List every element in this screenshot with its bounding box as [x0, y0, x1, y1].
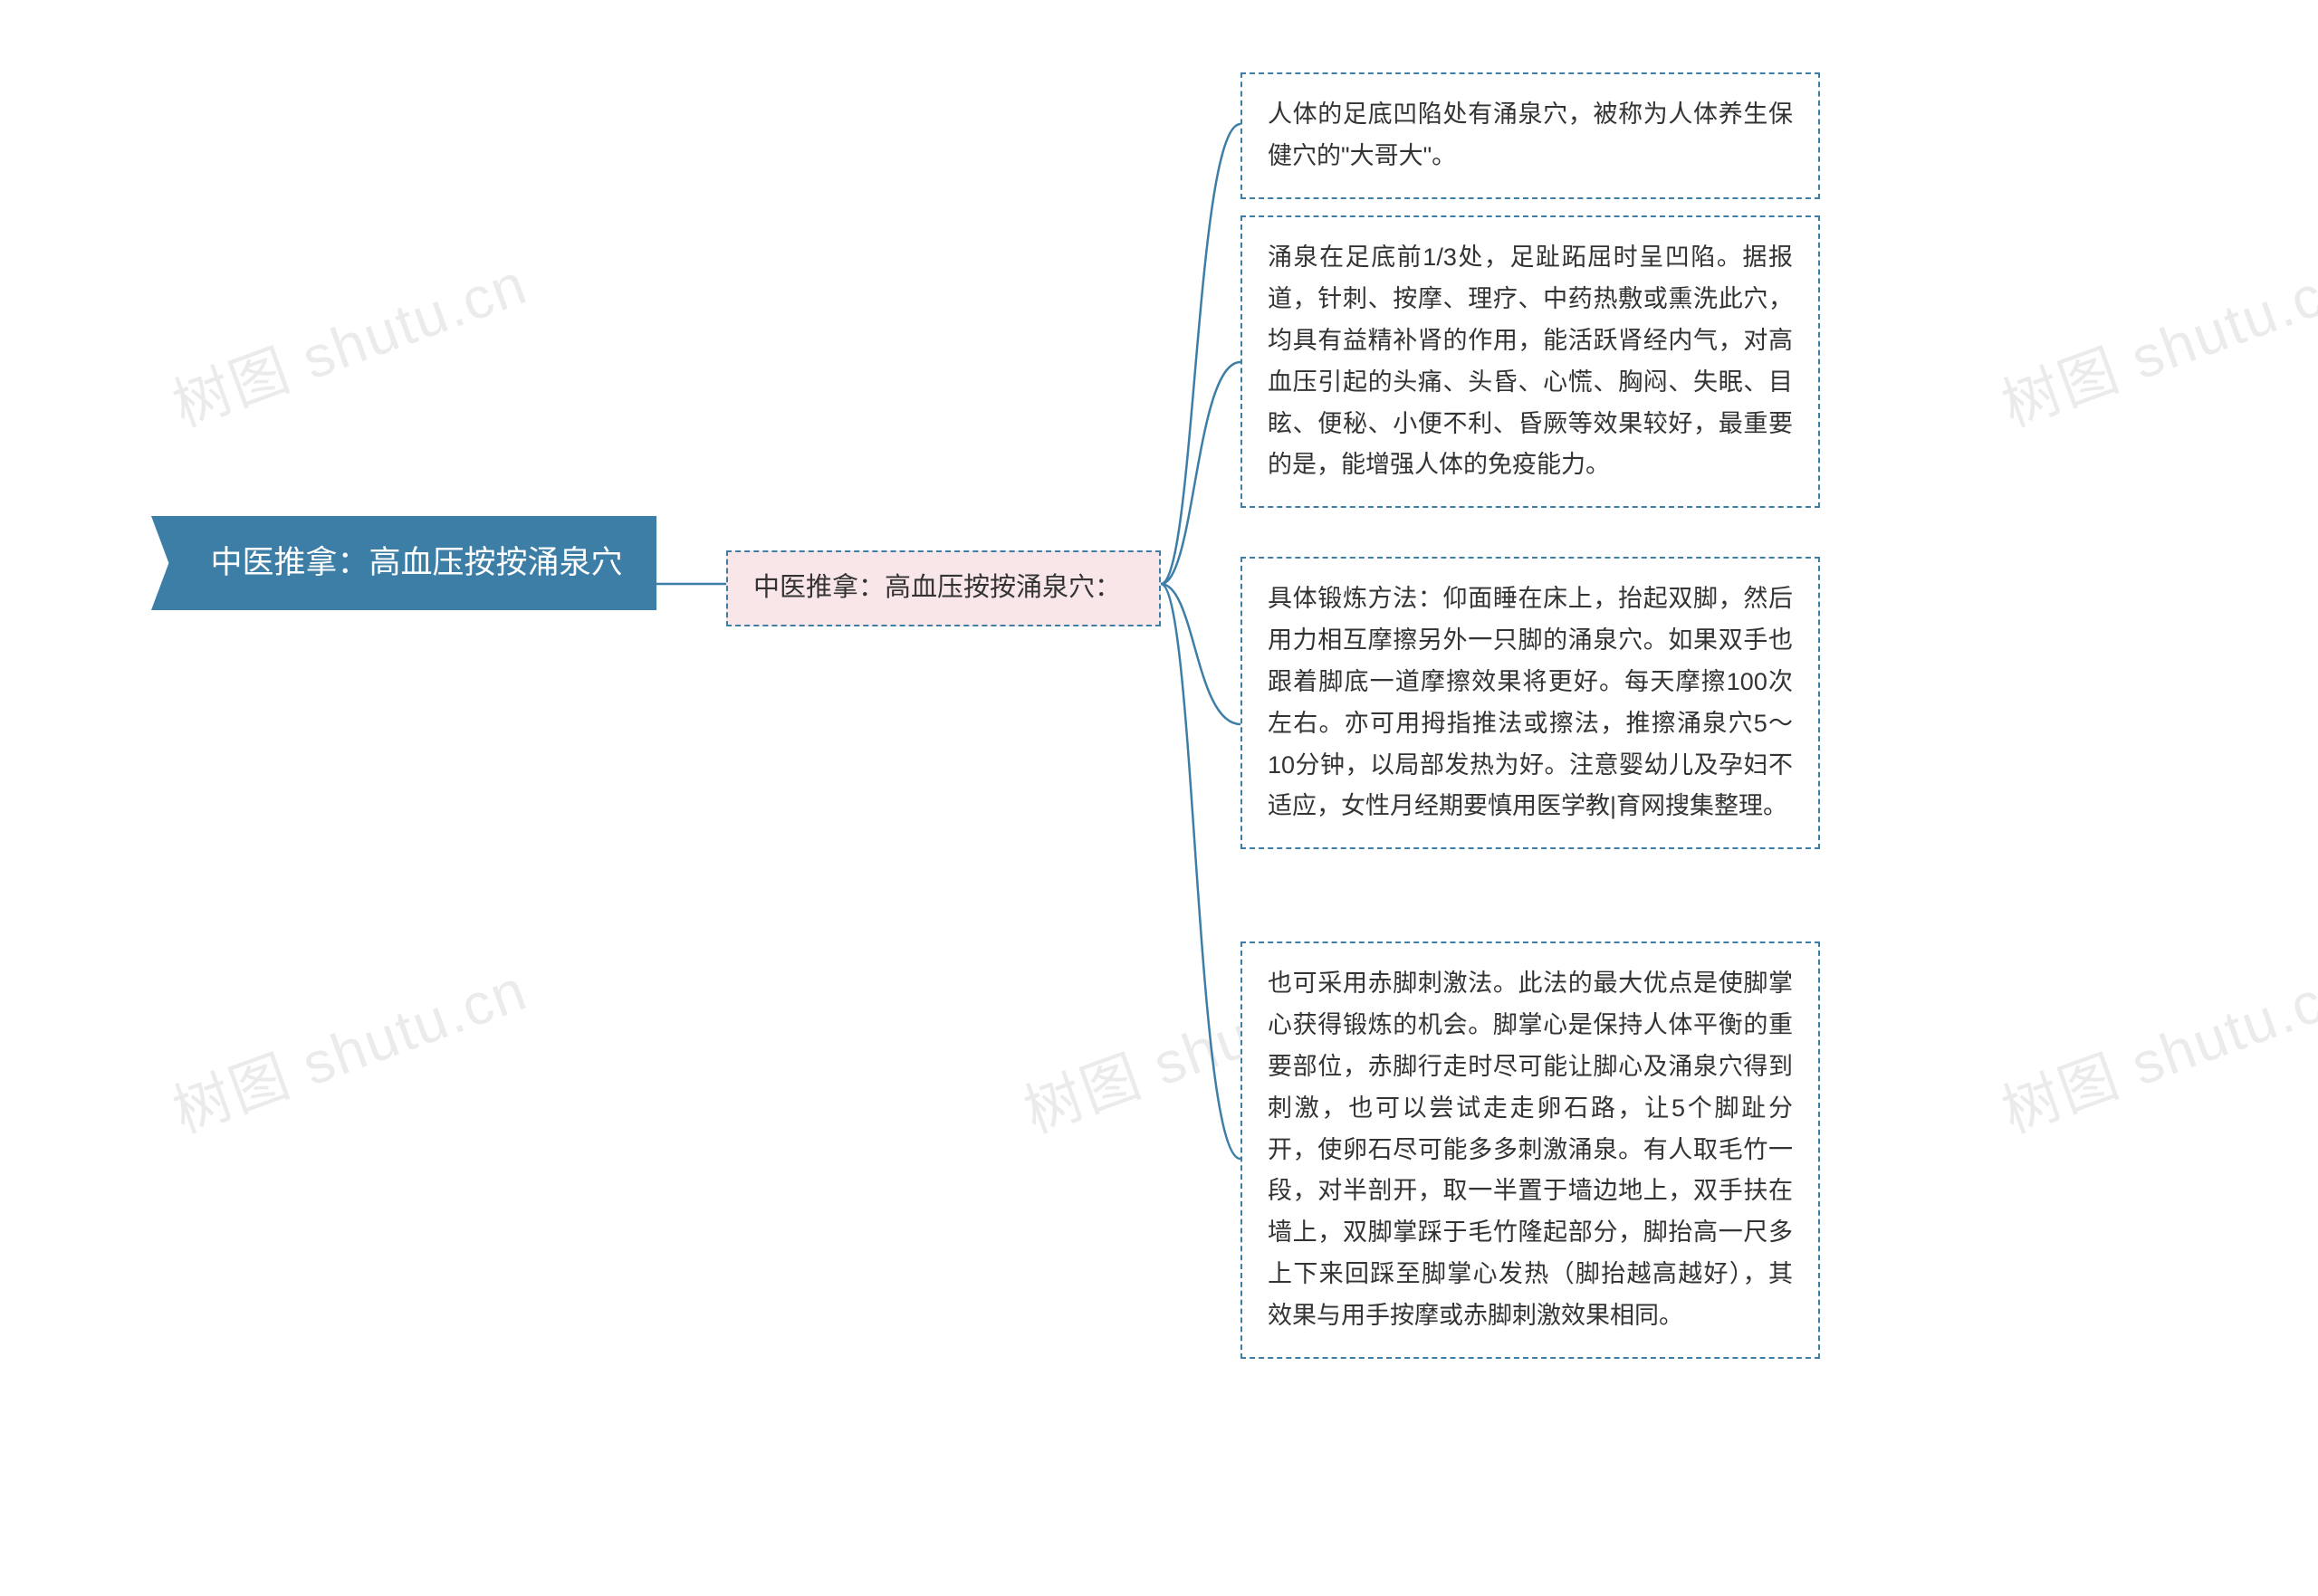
leaf-node-text: 人体的足底凹陷处有涌泉穴，被称为人体养生保健穴的"大哥大"。 — [1268, 100, 1793, 169]
leaf-node[interactable]: 也可采用赤脚刺激法。此法的最大优点是使脚掌心获得锻炼的机会。脚掌心是保持人体平衡… — [1240, 941, 1820, 1359]
leaf-node-text: 涌泉在足底前1/3处，足趾跖屈时呈凹陷。据报道，针刺、按摩、理疗、中药热敷或熏洗… — [1268, 244, 1793, 478]
sub-node-text: 中医推拿：高血压按按涌泉穴： — [753, 573, 1121, 602]
connectors — [0, 0, 2318, 1596]
watermark: 树图 shutu.cn — [1989, 944, 2318, 1150]
leaf-node[interactable]: 人体的足底凹陷处有涌泉穴，被称为人体养生保健穴的"大哥大"。 — [1240, 72, 1820, 199]
leaf-node-text: 也可采用赤脚刺激法。此法的最大优点是使脚掌心获得锻炼的机会。脚掌心是保持人体平衡… — [1268, 970, 1793, 1329]
leaf-node-text: 具体锻炼方法：仰面睡在床上，抬起双脚，然后用力相互摩擦另外一只脚的涌泉穴。如果双… — [1268, 585, 1793, 819]
sub-node[interactable]: 中医推拿：高血压按按涌泉穴： — [726, 550, 1161, 626]
mindmap-canvas: 树图 shutu.cn 树图 shutu.cn 树图 shutu.cn 树图 s… — [0, 0, 2318, 1596]
leaf-node[interactable]: 涌泉在足底前1/3处，足趾跖屈时呈凹陷。据报道，针刺、按摩、理疗、中药热敷或熏洗… — [1240, 215, 1820, 508]
leaf-node[interactable]: 具体锻炼方法：仰面睡在床上，抬起双脚，然后用力相互摩擦另外一只脚的涌泉穴。如果双… — [1240, 557, 1820, 849]
root-node-text: 中医推拿：高血压按按涌泉穴 — [210, 545, 622, 580]
root-node[interactable]: 中医推拿：高血压按按涌泉穴 — [177, 516, 656, 610]
watermark: 树图 shutu.cn — [160, 944, 537, 1150]
watermark: 树图 shutu.cn — [160, 238, 537, 444]
watermark: 树图 shutu.cn — [1989, 238, 2318, 444]
